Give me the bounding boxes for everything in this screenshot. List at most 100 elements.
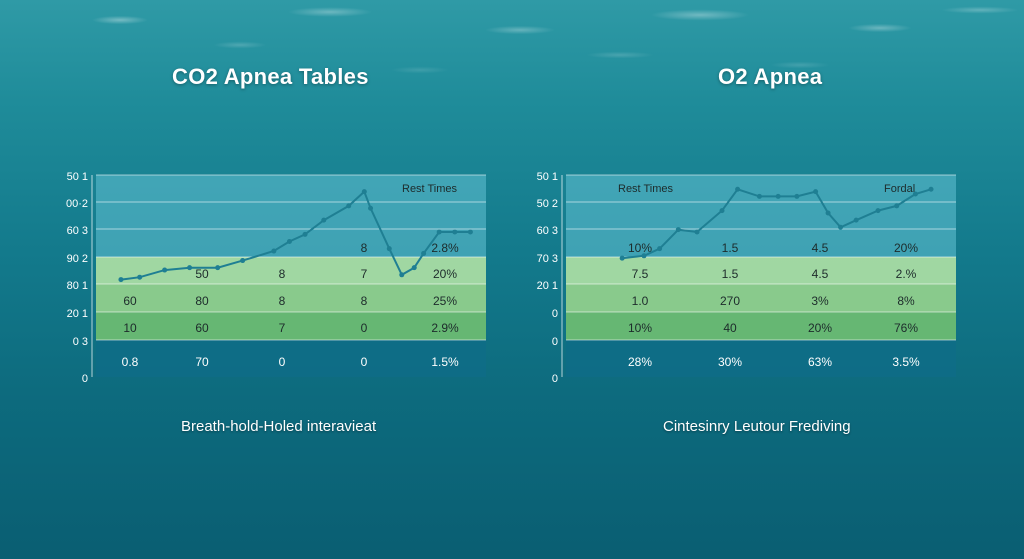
cell-value: 1.5% <box>431 355 459 369</box>
cell-value: 2.8% <box>431 241 459 255</box>
series-point <box>838 224 844 230</box>
cell-value: 10% <box>628 321 652 335</box>
series-point <box>118 277 124 283</box>
series-point <box>187 265 193 271</box>
cell-value: 0 <box>361 321 368 335</box>
cell-value: 8 <box>361 294 368 308</box>
cell-value: 20% <box>894 241 918 255</box>
cell-value: 50 <box>195 267 209 281</box>
series-point <box>657 246 663 252</box>
y-tick-label: 60 3 <box>67 225 88 237</box>
cell-value: 0 <box>361 355 368 369</box>
series-point <box>619 255 625 261</box>
y-tick-label: 50 2 <box>537 198 558 210</box>
cell-value: 20% <box>808 321 832 335</box>
series-point <box>675 227 681 233</box>
header-label: Fordal <box>884 183 915 195</box>
y-tick-label: 80 1 <box>67 280 88 292</box>
cell-value: 20% <box>433 267 457 281</box>
series-point <box>794 193 800 199</box>
cell-value: 0.8 <box>122 355 139 369</box>
cell-value: 2.9% <box>431 321 459 335</box>
series-point <box>137 274 143 280</box>
table-band <box>96 175 486 202</box>
left-chart-svg: 50 1 00·2 60 3 90 2 80 1 20 1 0 3 0 Rest Times 8 2… <box>66 171 486 385</box>
cell-value: 1.0 <box>632 294 649 308</box>
series-line <box>622 188 932 260</box>
series-point <box>421 250 427 256</box>
cell-value: 28% <box>628 355 652 369</box>
series-point <box>286 239 292 245</box>
table-band <box>566 284 956 312</box>
cell-value: 2.% <box>896 267 917 281</box>
series-point <box>368 205 374 211</box>
y-tick-label: 20 1 <box>537 280 558 292</box>
series-point <box>271 248 277 254</box>
series-point <box>825 210 831 216</box>
cell-value: 270 <box>720 294 740 308</box>
table-band <box>96 312 486 340</box>
cell-value: 7.5 <box>632 267 649 281</box>
y-tick-label: 0 <box>552 373 558 385</box>
series-point <box>399 272 405 278</box>
series-point <box>436 229 442 235</box>
series-point <box>756 193 762 199</box>
right-chart: 50 1 50 2 60 3 70 3 20 1 0 0 0 Rest Times Fordal 1… <box>510 165 970 385</box>
y-tick-label: 50 1 <box>67 171 88 183</box>
water-surface <box>0 0 1024 110</box>
y-tick-label: 00·2 <box>66 198 88 210</box>
left-chart-title: CO2 Apnea Tables <box>172 64 369 89</box>
cell-value: 7 <box>279 321 286 335</box>
cell-value: 8 <box>279 267 286 281</box>
cell-value: 1.5 <box>722 267 739 281</box>
left-chart-caption: Breath-hold-Holed interavieat <box>181 418 377 435</box>
y-tick-label: 0 <box>552 308 558 320</box>
right-chart-caption: Cintesinry Leutour Frediving <box>663 418 851 435</box>
header-label: Rest Times <box>618 183 674 195</box>
series-line <box>120 189 471 281</box>
series-point <box>346 203 352 209</box>
series-point <box>215 265 221 271</box>
series-point <box>694 229 700 235</box>
table-band <box>96 340 486 377</box>
series-point <box>386 246 392 252</box>
cell-value: 3.5% <box>892 355 920 369</box>
cell-value: 40 <box>723 321 737 335</box>
cell-value: 76% <box>894 321 918 335</box>
y-tick-label: 20 1 <box>67 308 88 320</box>
table-band <box>566 229 956 257</box>
series-point <box>719 208 725 214</box>
series-point <box>321 217 327 223</box>
cell-value: 70 <box>195 355 209 369</box>
y-tick-label: 0 <box>552 336 558 348</box>
cell-value: 3% <box>811 294 829 308</box>
series-point <box>162 267 168 273</box>
series-point <box>875 208 881 214</box>
y-tick-label: 90 2 <box>67 253 88 265</box>
cell-value: 25% <box>433 294 457 308</box>
series-point <box>452 229 458 235</box>
series-point <box>912 191 918 197</box>
cell-value: 4.5 <box>812 241 829 255</box>
cell-value: 1.5 <box>722 241 739 255</box>
series-point <box>894 203 900 209</box>
cell-value: 10% <box>628 241 652 255</box>
cell-value: 7 <box>361 267 368 281</box>
series-point <box>735 186 741 192</box>
y-tick-label: 70 3 <box>537 253 558 265</box>
series-point <box>641 253 647 259</box>
cell-value: 60 <box>195 321 209 335</box>
table-band <box>96 284 486 312</box>
series-point <box>240 258 246 264</box>
cell-value: 30% <box>718 355 742 369</box>
right-chart-title: O2 Apnea <box>718 64 823 89</box>
left-chart: 50 1 00·2 60 3 90 2 80 1 20 1 0 3 0 Rest Times 8 2… <box>40 165 500 385</box>
y-tick-label: 60 3 <box>537 225 558 237</box>
cell-value: 4.5 <box>812 267 829 281</box>
table-band <box>566 257 956 284</box>
table-band <box>566 340 956 377</box>
cell-value: 8% <box>897 294 915 308</box>
series-point <box>853 217 859 223</box>
cell-value: 8 <box>279 294 286 308</box>
